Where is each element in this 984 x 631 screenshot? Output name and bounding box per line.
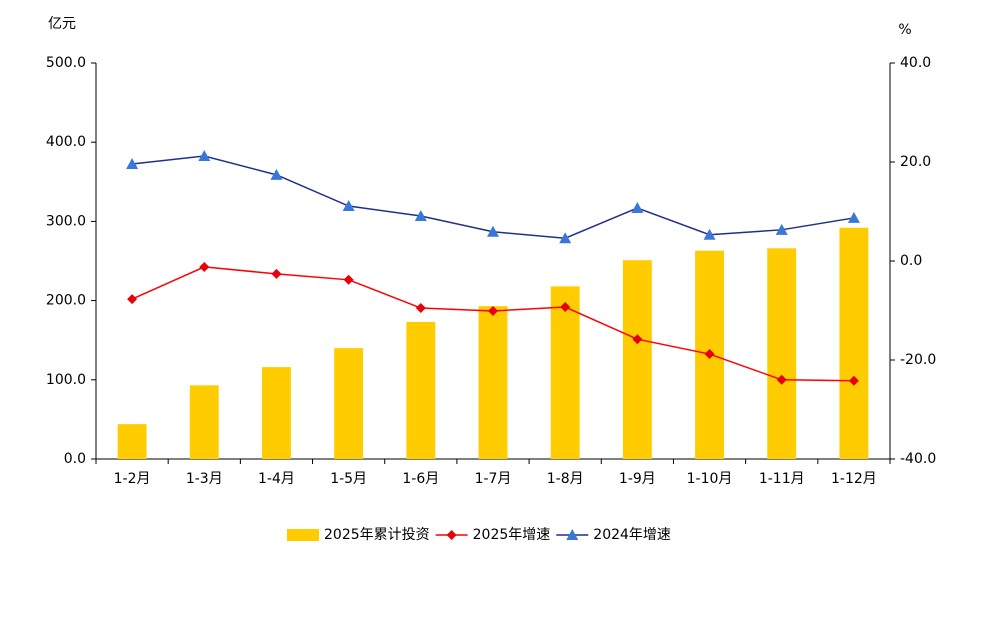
y-tick-label: 100.0 — [46, 372, 86, 388]
x-tick-label: 1-9月 — [619, 471, 656, 487]
bar — [767, 248, 797, 459]
y2-axis-title: % — [898, 22, 911, 38]
y-tick-label: 0.0 — [64, 451, 86, 467]
marker — [127, 294, 138, 305]
marker — [848, 375, 859, 386]
y2-tick-label: 20.0 — [900, 154, 931, 170]
marker — [343, 274, 354, 285]
marker — [198, 150, 211, 162]
marker — [704, 349, 715, 360]
marker — [847, 211, 860, 223]
marker — [631, 202, 644, 214]
x-tick-label: 1-2月 — [114, 471, 151, 487]
bar — [334, 348, 364, 459]
x-tick-label: 1-3月 — [186, 471, 223, 487]
x-tick-label: 1-4月 — [258, 471, 295, 487]
x-tick-label: 1-12月 — [831, 471, 877, 487]
marker — [560, 302, 571, 313]
legend-label: 2025年增速 — [473, 527, 551, 543]
marker — [632, 334, 643, 345]
marker — [271, 268, 282, 279]
bar — [839, 227, 869, 459]
marker — [703, 228, 716, 240]
marker — [199, 261, 210, 272]
y2-tick-label: -40.0 — [900, 451, 936, 467]
marker — [775, 223, 788, 235]
marker — [126, 157, 139, 169]
x-tick-label: 1-7月 — [475, 471, 512, 487]
y-tick-label: 500.0 — [46, 55, 86, 71]
y2-tick-label: 0.0 — [900, 253, 922, 269]
y-tick-label: 400.0 — [46, 134, 86, 150]
legend-marker — [446, 530, 457, 540]
marker — [559, 232, 572, 244]
x-tick-label: 1-10月 — [687, 471, 733, 487]
x-tick-label: 1-5月 — [330, 471, 367, 487]
x-tick-label: 1-11月 — [759, 471, 805, 487]
y-tick-label: 200.0 — [46, 293, 86, 309]
legend-marker — [566, 529, 579, 540]
marker — [487, 225, 499, 237]
y2-tick-label: 40.0 — [900, 55, 931, 71]
bar — [622, 260, 652, 459]
bar — [478, 306, 508, 459]
marker — [342, 200, 355, 212]
marker — [270, 168, 283, 180]
legend-label: 2025年累计投资 — [324, 527, 430, 543]
bar — [406, 321, 436, 459]
marker — [488, 305, 498, 316]
bar — [550, 286, 580, 459]
marker — [414, 209, 427, 221]
marker — [415, 303, 426, 314]
y-axis-title: 亿元 — [48, 16, 76, 32]
bar — [262, 367, 291, 459]
marker — [776, 374, 787, 385]
x-tick-label: 1-8月 — [547, 471, 584, 487]
legend-swatch — [287, 529, 319, 541]
y2-tick-label: -20.0 — [900, 352, 936, 368]
x-tick-label: 1-6月 — [402, 471, 439, 487]
y-tick-label: 300.0 — [46, 213, 86, 229]
legend-label: 2024年增速 — [593, 527, 671, 543]
bar — [117, 424, 147, 459]
bar — [189, 385, 219, 459]
